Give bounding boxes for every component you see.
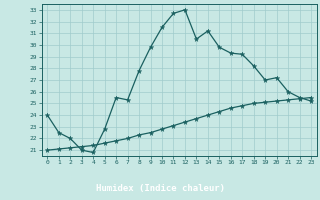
Text: Humidex (Indice chaleur): Humidex (Indice chaleur): [95, 184, 225, 193]
